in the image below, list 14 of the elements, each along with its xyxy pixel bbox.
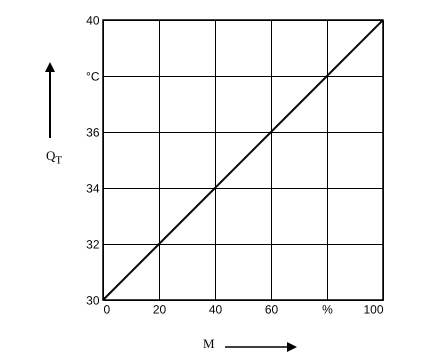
- x-tick-label: 40: [208, 302, 222, 316]
- x-axis-title: M: [203, 336, 215, 352]
- y-tick-label: 32: [86, 238, 100, 252]
- x-tick-label: 0: [104, 302, 110, 316]
- y-tick-label: 36: [86, 126, 100, 140]
- y-tick-label: 34: [86, 182, 100, 196]
- y-tick-label: 40: [86, 14, 100, 28]
- y-tick-label: 30: [86, 294, 100, 308]
- x-tick-label: 20: [152, 302, 166, 316]
- y-tick-label: °C: [86, 70, 100, 84]
- x-tick-label: %: [322, 302, 334, 316]
- x-tick-label: 100: [363, 302, 384, 316]
- x-tick-label: 60: [264, 302, 278, 316]
- y-axis-title: Q$_{T}$: [46, 148, 62, 167]
